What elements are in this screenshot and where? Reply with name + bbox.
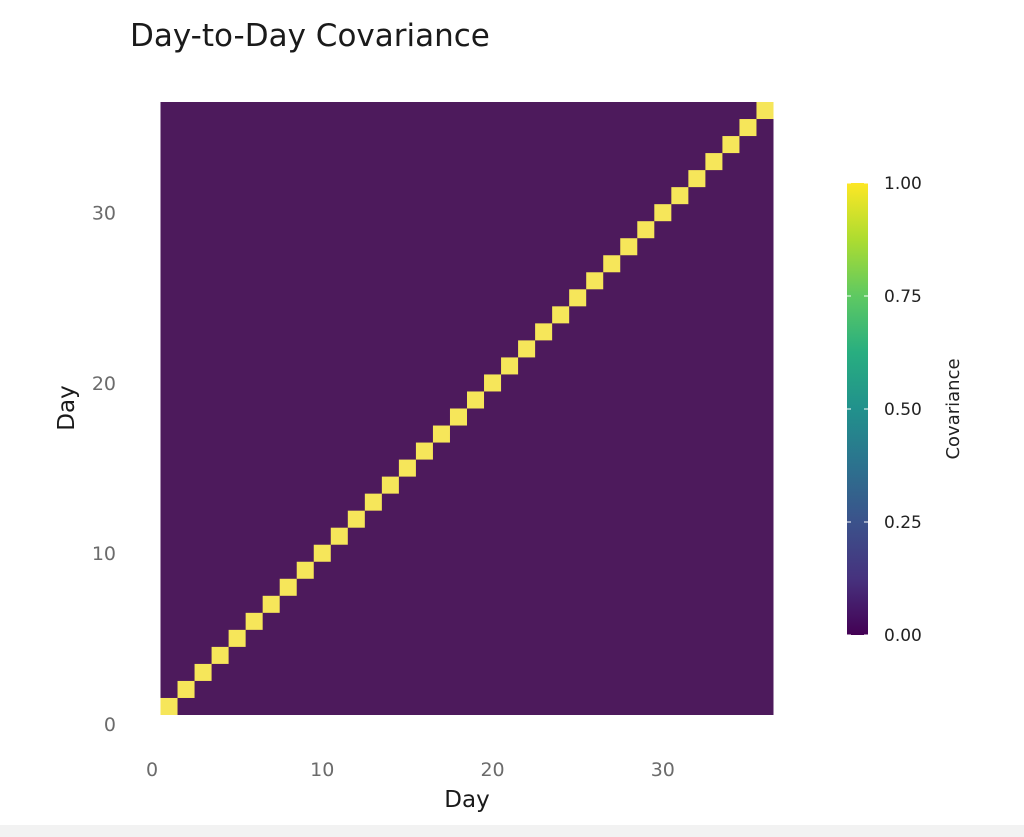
legend-tick-label: 0.75 <box>884 287 922 307</box>
heatmap-cell-day-7 <box>262 595 280 613</box>
legend-tick-label: 0.50 <box>884 400 922 420</box>
x-tick-label: 30 <box>651 759 675 781</box>
heatmap-cell-day-25 <box>569 289 587 307</box>
legend-tick-label: 0.25 <box>884 513 922 533</box>
heatmap-cell-day-21 <box>501 357 519 375</box>
heatmap-cell-day-22 <box>518 340 536 358</box>
heatmap-cell-day-17 <box>432 425 450 443</box>
x-tick-label: 20 <box>480 759 504 781</box>
heatmap-cell-day-2 <box>177 680 195 698</box>
heatmap-cell-day-30 <box>654 204 672 222</box>
heatmap-cell-day-36 <box>756 102 774 120</box>
y-tick-label: 30 <box>92 203 116 225</box>
heatmap-cell-day-28 <box>620 238 638 256</box>
plot-panel <box>160 102 774 715</box>
heatmap-cell-day-31 <box>671 187 689 205</box>
axes: 0 10 20 30 0 10 20 30 Day Day <box>54 203 675 813</box>
x-tick-label: 10 <box>310 759 334 781</box>
legend-tick-label: 1.00 <box>884 174 922 194</box>
heatmap-cell-day-6 <box>245 612 263 630</box>
heatmap-cell-day-13 <box>364 493 382 511</box>
legend-tick-label: 0.00 <box>884 626 922 646</box>
heatmap-cell-day-18 <box>449 408 467 426</box>
y-tick-label: 20 <box>92 373 116 395</box>
bottom-strip <box>0 825 1024 837</box>
heatmap-cell-day-9 <box>296 561 314 579</box>
heatmap-cell-day-10 <box>313 544 331 562</box>
heatmap-cell-day-12 <box>347 510 365 528</box>
heatmap-cell-day-24 <box>552 306 570 324</box>
x-axis-title: Day <box>444 787 489 813</box>
heatmap-cell-day-23 <box>535 323 553 341</box>
color-legend: 0.00 0.25 0.50 0.75 1.00 Covariance <box>847 174 964 646</box>
heatmap-cell-day-16 <box>415 442 433 460</box>
heatmap-cell-day-14 <box>381 476 399 494</box>
heatmap-cell-day-26 <box>586 272 604 290</box>
heatmap-cell-day-4 <box>211 646 229 664</box>
heatmap-cell-day-33 <box>705 153 723 171</box>
heatmap-cell-day-27 <box>603 255 621 273</box>
x-tick-label: 0 <box>146 759 158 781</box>
legend-title: Covariance <box>943 358 964 459</box>
heatmap-cell-day-34 <box>722 136 740 154</box>
heatmap-cell-day-19 <box>467 391 485 409</box>
legend-colorbar <box>847 183 868 635</box>
heatmap-cell-day-29 <box>637 221 655 239</box>
heatmap-cell-day-32 <box>688 170 706 188</box>
chart-title: Day-to-Day Covariance <box>130 18 490 54</box>
heatmap-cell-day-20 <box>484 374 502 392</box>
y-tick-label: 0 <box>104 714 116 736</box>
heatmap-cell-day-3 <box>194 663 212 681</box>
heatmap-cell-day-15 <box>398 459 416 477</box>
heatmap-cell-day-8 <box>279 578 297 596</box>
y-axis-title: Day <box>54 385 80 430</box>
heatmap-cell-day-11 <box>330 527 348 545</box>
heatmap-cell-day-35 <box>739 119 757 137</box>
heatmap-cell-day-5 <box>228 629 246 647</box>
y-tick-label: 10 <box>92 543 116 565</box>
heatmap-cell-day-1 <box>160 697 178 715</box>
